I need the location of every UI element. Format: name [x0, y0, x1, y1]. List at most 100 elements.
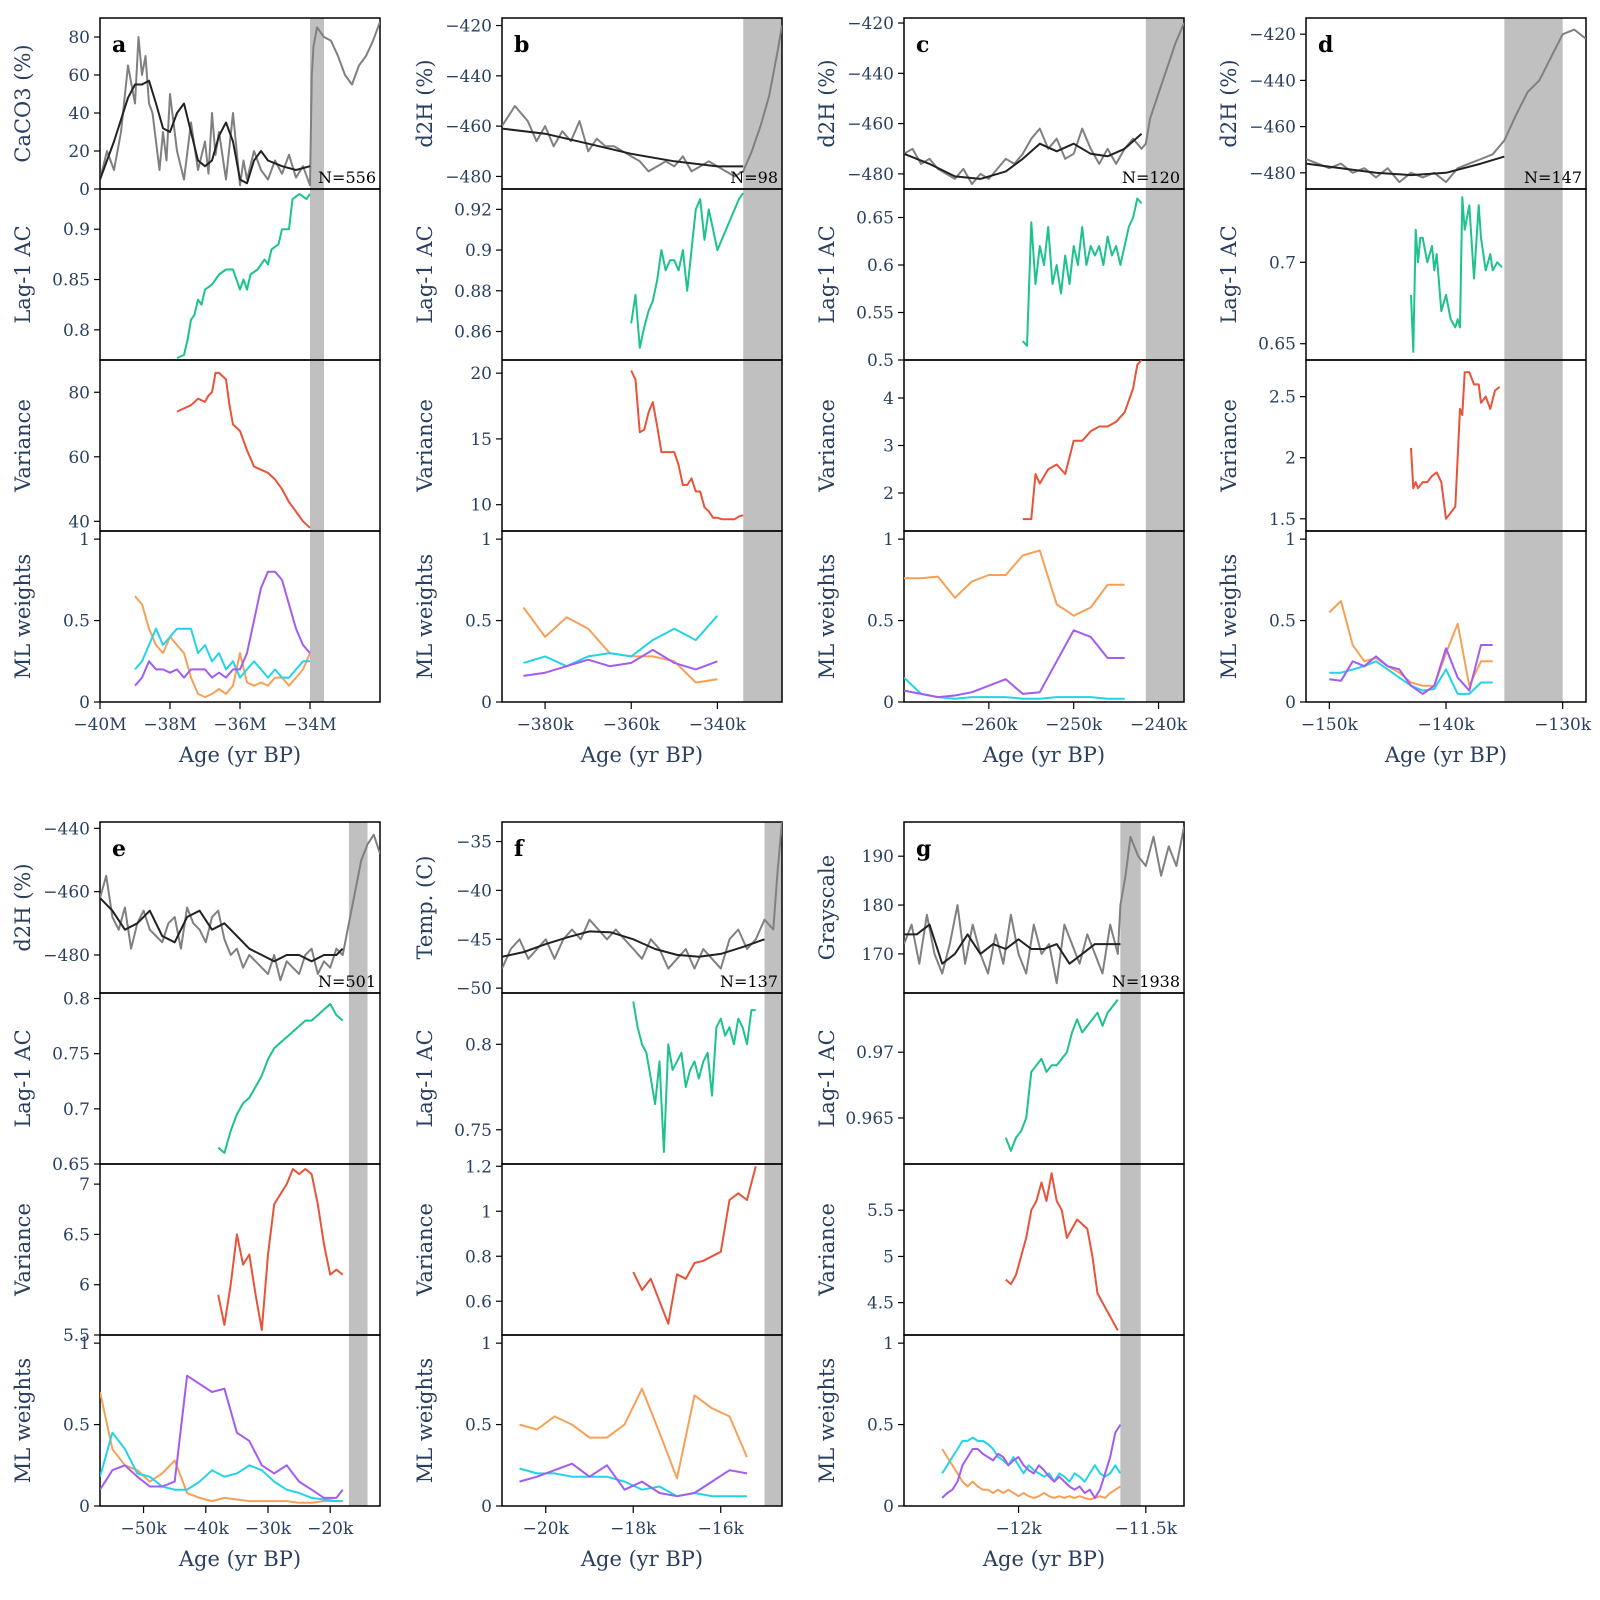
y-tick-label: 4.5: [867, 1294, 894, 1314]
variance-line: [1410, 371, 1501, 520]
sample-count-label: N=556: [318, 168, 376, 187]
raw-series-line: [100, 833, 380, 982]
y-tick-label: 0.5: [63, 612, 90, 632]
y-tick-label: 80: [68, 383, 90, 403]
y-tick-label: 1.5: [1269, 510, 1296, 530]
variance-line: [217, 1168, 344, 1331]
ml-weight-series-1: [941, 1448, 1121, 1501]
raw-series-line: [1306, 28, 1586, 184]
y-axis-title: Lag-1 AC: [413, 1029, 437, 1127]
y-tick-label: −440: [445, 67, 492, 87]
variance-line: [176, 371, 311, 529]
y-axis-title: Temp. (C): [413, 856, 437, 960]
y-tick-label: −440: [1249, 71, 1296, 91]
y-axis-title: ML weights: [815, 1358, 839, 1483]
y-tick-label: 1: [883, 530, 894, 550]
ac-frame: [501, 992, 783, 1165]
x-tick-label: −18k: [610, 1519, 657, 1539]
y-axis-title: Lag-1 AC: [815, 225, 839, 323]
smoothed-series-line: [100, 897, 344, 963]
y-tick-label: 3: [883, 437, 894, 457]
y-tick-label: −460: [847, 115, 894, 135]
smoothed-series-line: [502, 930, 765, 958]
ml-weight-series-3: [523, 648, 718, 677]
sample-count-label: N=137: [720, 972, 778, 991]
y-tick-label: 20: [470, 364, 492, 384]
y-tick-label: −480: [43, 946, 90, 966]
x-tick-label: −38M: [143, 715, 196, 735]
x-tick-label: −11.5k: [1115, 1519, 1178, 1539]
y-axis-title: ML weights: [11, 1358, 35, 1483]
ml-weight-series-2: [100, 1431, 343, 1503]
x-axis-title: Age (yr BP): [982, 1547, 1105, 1571]
y-tick-label: 0.9: [63, 220, 90, 240]
lag1-ac-line: [1022, 197, 1143, 347]
y-tick-label: −460: [43, 883, 90, 903]
x-axis-title: Age (yr BP): [580, 743, 703, 767]
ac-frame: [903, 188, 1185, 361]
y-axis-title: Variance: [11, 399, 35, 493]
y-tick-label: 0.6: [465, 1292, 492, 1312]
y-axis-title: Grayscale: [815, 855, 839, 960]
ml-frame: [99, 1334, 381, 1507]
variance-frame: [501, 359, 783, 532]
ml-weight-series-2: [523, 615, 719, 668]
ml-frame: [501, 530, 783, 703]
top-frame: [99, 821, 381, 994]
y-tick-label: 40: [68, 512, 90, 532]
y-axis-title: Variance: [11, 1203, 35, 1297]
y-tick-label: −420: [445, 17, 492, 37]
y-tick-label: 0.5: [867, 1416, 894, 1436]
panel-e: −440 −460 −480 d2H (%) 0.65 0.7 0.75 0.8 Lag-1 A…: [11, 819, 381, 1571]
y-tick-label: 15: [470, 430, 492, 450]
y-tick-label: 0.65: [1258, 335, 1296, 355]
y-axis-title: d2H (%): [815, 59, 839, 147]
y-tick-label: −480: [445, 167, 492, 187]
variance-line: [1005, 1172, 1119, 1331]
y-tick-label: 40: [68, 104, 90, 124]
y-axis-title: Lag-1 AC: [815, 1029, 839, 1127]
raw-series-line: [904, 22, 1184, 185]
y-tick-label: −420: [1249, 25, 1296, 45]
y-axis-title: ML weights: [815, 554, 839, 679]
variance-line: [1022, 360, 1143, 521]
sample-count-label: N=120: [1122, 168, 1180, 187]
y-tick-label: 0.85: [52, 271, 90, 291]
ml-weight-series-3: [904, 629, 1125, 699]
top-frame: [501, 821, 783, 994]
smoothed-series-line: [100, 79, 311, 185]
y-axis-title: ML weights: [11, 554, 35, 679]
x-tick-label: −12k: [995, 1519, 1042, 1539]
smoothed-series-line: [904, 923, 1121, 965]
lag1-ac-line: [630, 192, 745, 349]
x-tick-label: −250k: [1045, 715, 1103, 735]
y-tick-label: 0: [481, 693, 492, 713]
y-tick-label: 10: [470, 496, 492, 516]
ac-frame: [903, 992, 1185, 1165]
sample-count-label: N=98: [730, 168, 778, 187]
x-tick-label: −240k: [1130, 715, 1188, 735]
x-tick-label: −20k: [523, 1519, 570, 1539]
sample-count-label: N=501: [318, 972, 376, 991]
x-tick-label: −140k: [1418, 715, 1476, 735]
y-tick-label: 5.5: [63, 1326, 90, 1346]
lag1-ac-line: [632, 1001, 756, 1153]
y-tick-label: 2: [883, 484, 894, 504]
variance-frame: [99, 359, 381, 532]
panel-letter: f: [514, 836, 525, 862]
ml-weight-series-3: [1329, 644, 1493, 695]
y-tick-label: −480: [1249, 164, 1296, 184]
raw-series-line: [100, 21, 380, 187]
y-axis-title: d2H (%): [1217, 59, 1241, 147]
y-tick-label: −460: [445, 117, 492, 137]
y-tick-label: 1: [1285, 530, 1296, 550]
y-tick-label: 6.5: [63, 1225, 90, 1245]
variance-frame: [903, 359, 1185, 532]
y-tick-label: 0.55: [856, 304, 894, 324]
y-tick-label: 7: [79, 1175, 90, 1195]
y-tick-label: 0: [1285, 693, 1296, 713]
y-tick-label: 0: [79, 1497, 90, 1517]
y-tick-label: 0: [79, 693, 90, 713]
x-axis-title: Age (yr BP): [1384, 743, 1507, 767]
ml-weight-series-3: [519, 1462, 748, 1498]
